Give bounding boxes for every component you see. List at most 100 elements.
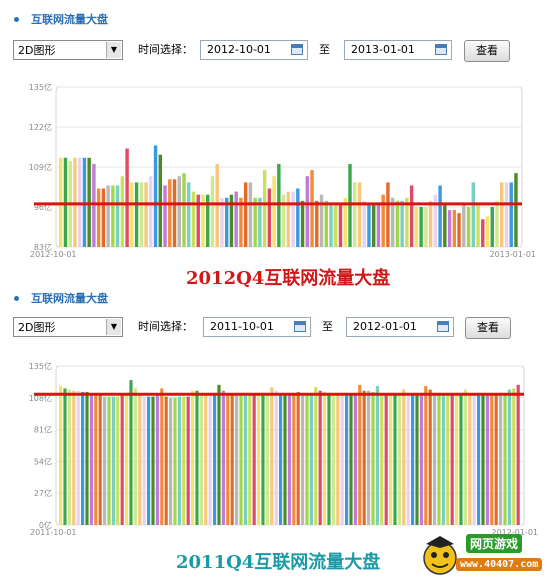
bar bbox=[318, 390, 322, 525]
bar bbox=[235, 395, 239, 525]
bar bbox=[503, 395, 507, 525]
bar bbox=[371, 391, 375, 525]
chevron-down-icon[interactable]: ▼ bbox=[106, 319, 121, 335]
bar bbox=[129, 380, 133, 525]
bar bbox=[504, 182, 509, 247]
bar bbox=[277, 163, 281, 247]
bar bbox=[187, 182, 191, 247]
to-date-input[interactable]: 2013-01-01 bbox=[344, 40, 452, 60]
bar bbox=[490, 207, 494, 247]
chevron-down-icon[interactable]: ▼ bbox=[106, 42, 121, 58]
bar bbox=[103, 396, 107, 525]
view-select[interactable]: 2D图形 ▼ bbox=[13, 317, 123, 337]
bar bbox=[196, 194, 200, 247]
calendar-icon[interactable] bbox=[294, 321, 306, 332]
x-tick-label: 2012-10-01 bbox=[30, 250, 77, 259]
bar bbox=[485, 395, 489, 525]
chart-caption: 2012Q4互联网流量大盘 bbox=[186, 268, 391, 289]
y-tick-label: 0亿 bbox=[39, 520, 52, 530]
bar bbox=[494, 395, 498, 525]
bar bbox=[217, 384, 221, 525]
bar bbox=[367, 390, 371, 525]
bar bbox=[500, 182, 504, 247]
logo-url: www.40407.com bbox=[456, 558, 543, 571]
to-label: 至 bbox=[322, 320, 333, 333]
bar bbox=[158, 154, 163, 247]
bar bbox=[208, 395, 212, 525]
bar bbox=[495, 200, 499, 247]
bar bbox=[283, 395, 287, 525]
calendar-icon[interactable] bbox=[435, 44, 447, 55]
bar bbox=[462, 203, 466, 247]
bar bbox=[381, 194, 385, 247]
bar bbox=[512, 388, 516, 525]
bar bbox=[239, 197, 243, 247]
bar bbox=[67, 389, 71, 525]
bar bbox=[77, 157, 82, 247]
bar bbox=[292, 393, 296, 525]
bar bbox=[151, 396, 155, 525]
bar bbox=[215, 163, 219, 247]
bar bbox=[76, 390, 80, 525]
bar bbox=[243, 394, 247, 525]
bar bbox=[120, 176, 125, 247]
bar bbox=[147, 396, 151, 525]
bar bbox=[286, 191, 291, 247]
bar bbox=[106, 185, 110, 247]
bar bbox=[428, 389, 432, 525]
filter-row: 2D图形 ▼ 时间选择： 2012-10-01 至 2013-01-01 查看 bbox=[0, 40, 552, 64]
query-button[interactable]: 查看 bbox=[465, 317, 511, 339]
bar bbox=[349, 395, 353, 525]
bar bbox=[367, 203, 371, 247]
y-tick-label: 122亿 bbox=[29, 122, 52, 132]
bar bbox=[160, 388, 164, 525]
bar bbox=[411, 393, 415, 525]
bar bbox=[468, 393, 472, 525]
bar bbox=[134, 182, 139, 247]
bar bbox=[82, 157, 87, 247]
from-date-input[interactable]: 2011-10-01 bbox=[203, 317, 311, 337]
bar bbox=[296, 188, 300, 247]
bar bbox=[253, 197, 257, 247]
bar bbox=[130, 182, 134, 247]
bar bbox=[393, 395, 397, 525]
bar bbox=[279, 395, 283, 525]
bar bbox=[463, 389, 467, 525]
bar bbox=[481, 219, 485, 247]
bar bbox=[72, 390, 76, 525]
bar bbox=[348, 163, 352, 247]
bar bbox=[331, 395, 335, 525]
view-select[interactable]: 2D图形 ▼ bbox=[13, 40, 123, 60]
bar bbox=[258, 197, 262, 247]
bar bbox=[287, 395, 291, 525]
y-tick-label: 81亿 bbox=[34, 425, 52, 435]
query-button[interactable]: 查看 bbox=[464, 40, 510, 62]
x-tick-label: 2011-10-01 bbox=[30, 528, 77, 537]
bar bbox=[63, 157, 68, 247]
bar bbox=[85, 391, 89, 525]
bar bbox=[87, 157, 91, 247]
bar bbox=[310, 170, 314, 247]
bar bbox=[168, 179, 172, 247]
bar bbox=[213, 395, 217, 525]
time-label: 时间选择： bbox=[138, 320, 193, 333]
bar bbox=[327, 393, 331, 525]
bar bbox=[224, 197, 229, 247]
bar bbox=[343, 197, 347, 247]
bar bbox=[63, 388, 67, 525]
bar bbox=[441, 393, 445, 525]
bar bbox=[428, 200, 433, 247]
bar bbox=[400, 200, 404, 247]
calendar-icon[interactable] bbox=[437, 321, 449, 332]
bar bbox=[204, 395, 208, 525]
bar bbox=[362, 390, 366, 525]
bar bbox=[499, 395, 503, 525]
bar bbox=[59, 157, 63, 247]
bar bbox=[182, 396, 186, 525]
from-date-input[interactable]: 2012-10-01 bbox=[200, 40, 308, 60]
calendar-icon[interactable] bbox=[291, 44, 303, 55]
bar bbox=[384, 395, 388, 525]
to-date-input[interactable]: 2012-01-01 bbox=[346, 317, 454, 337]
